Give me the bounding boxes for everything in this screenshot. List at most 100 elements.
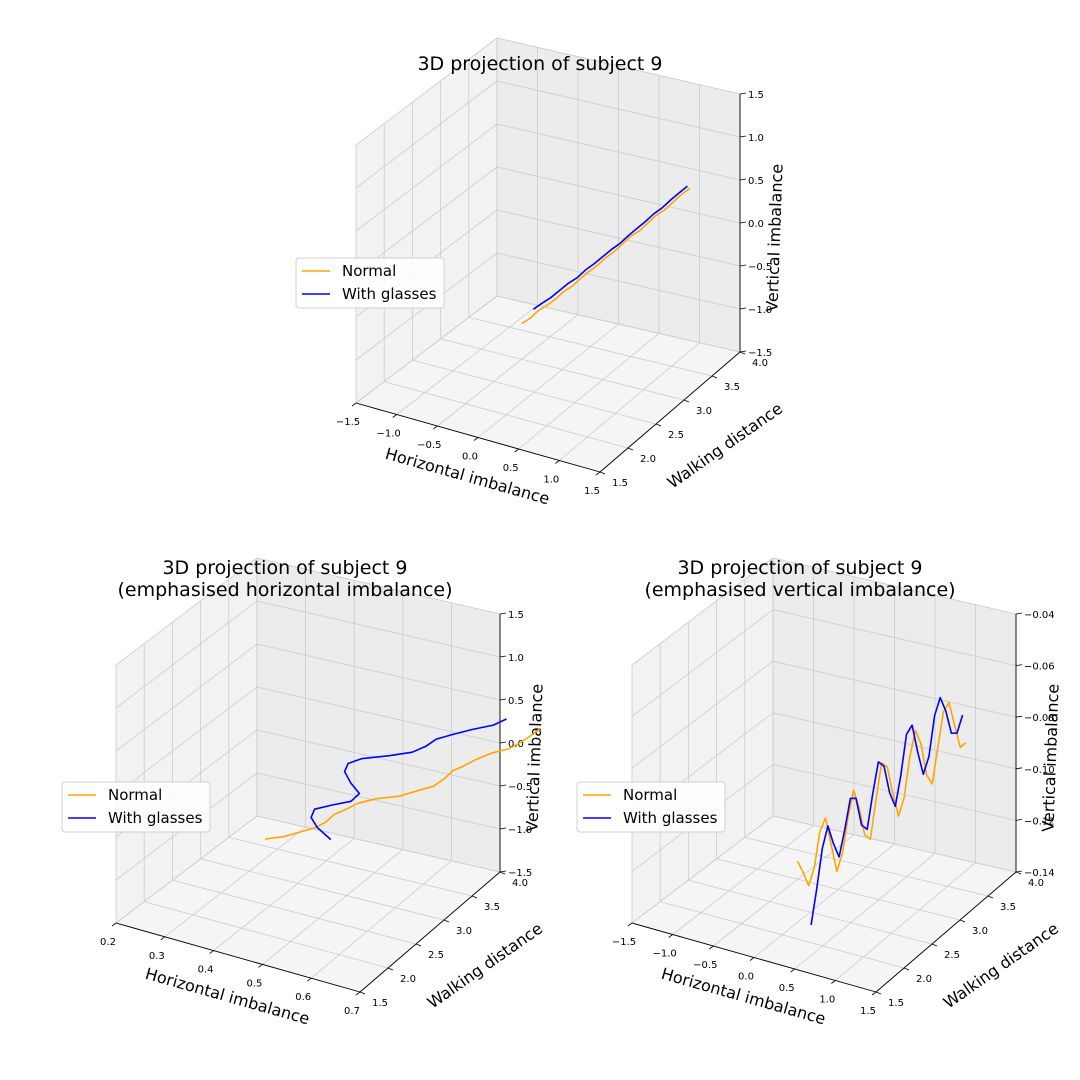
legend-label: With glasses xyxy=(108,809,203,827)
grid-y-floor xyxy=(440,338,685,401)
y-tick-label: 1.5 xyxy=(612,478,628,489)
grid-x-floor xyxy=(262,849,404,965)
x-tick-label: −1.5 xyxy=(336,417,360,428)
legend-box xyxy=(295,257,445,309)
grid-z-back xyxy=(256,815,501,873)
y-axis-label: Walking distance xyxy=(424,919,546,1013)
x-tick-label: 0.5 xyxy=(503,463,519,474)
y-tick-label: 3.5 xyxy=(724,382,740,393)
grid-x-floor xyxy=(753,843,895,958)
legend-label: Normal xyxy=(623,786,677,804)
grid-z-left xyxy=(631,609,774,717)
grid-y-floor xyxy=(172,879,417,945)
y-tick xyxy=(1015,871,1022,875)
x-tick xyxy=(831,980,836,984)
grid-z-back xyxy=(496,209,741,267)
y-tick xyxy=(415,943,422,947)
series-line-with-glasses xyxy=(532,185,688,310)
z-tick xyxy=(739,92,747,95)
y-tick-label: 3.5 xyxy=(1000,902,1016,913)
panel-3: −1.5 −1.0 −0.5 0.0 0.5 1.0 1.5 1.5 2.0 2.5 3.0 3.5 4… xyxy=(576,556,1063,1028)
grid-z-back xyxy=(772,815,1017,873)
x-tick xyxy=(749,957,755,961)
chart-title: (emphasised vertical imbalance) xyxy=(644,579,955,601)
grid-z-left xyxy=(115,557,258,666)
x-tick-label: 0.4 xyxy=(198,965,214,976)
x-tick-label: 0.3 xyxy=(149,951,165,962)
grid-y-floor xyxy=(688,879,933,945)
grid-z-back xyxy=(256,686,501,744)
grid-z-back xyxy=(772,712,1017,770)
grid-x-floor xyxy=(477,323,619,438)
grid-z-back xyxy=(772,660,1017,718)
x-tick-label: 0.0 xyxy=(738,972,754,983)
grid-z-left xyxy=(115,600,258,709)
grid-z-back xyxy=(256,557,501,615)
x-tick xyxy=(709,945,714,950)
z-tick xyxy=(499,827,507,830)
x-tick-label: 0.6 xyxy=(295,992,311,1003)
z-tick-label: −0.08 xyxy=(1024,713,1055,724)
grid-x-floor xyxy=(835,862,976,981)
grid-x-floor xyxy=(794,853,936,970)
y-tick-label: 3.5 xyxy=(484,902,500,913)
y-tick xyxy=(683,399,690,403)
grid-x-floor xyxy=(310,860,452,979)
z-tick xyxy=(739,264,747,267)
grid-z-back xyxy=(256,729,501,787)
x-tick-label: −0.5 xyxy=(693,960,717,971)
y-tick xyxy=(599,471,606,475)
grid-z-left xyxy=(355,123,498,232)
legend-label: With glasses xyxy=(623,809,718,827)
legend-label: With glasses xyxy=(342,285,437,303)
legend-box xyxy=(576,781,726,833)
grid-x-floor xyxy=(672,825,814,935)
x-tick-label: 0.0 xyxy=(462,452,478,463)
x-tick-label: 1.5 xyxy=(584,486,600,497)
grid-z-left xyxy=(355,37,498,146)
x-tick xyxy=(306,977,312,982)
z-tick xyxy=(1015,612,1023,615)
z-tick-label: −1.0 xyxy=(748,305,772,316)
x-tick xyxy=(668,934,673,938)
grid-z-left xyxy=(631,815,774,924)
grid-y-floor xyxy=(716,858,961,921)
grid-z-left xyxy=(115,686,258,795)
y-tick xyxy=(931,943,938,947)
y-axis-line xyxy=(599,351,741,473)
x-tick xyxy=(871,991,877,996)
grid-z-back xyxy=(772,764,1017,821)
z-tick-label: 1.5 xyxy=(748,90,764,101)
panel-2: 0.2 0.3 0.4 0.5 0.6 0.7 1.5 2.0 2.5 3.0 3.5 4.0−1.5… xyxy=(61,556,547,1028)
chart-title: 3D projection of subject 9 xyxy=(677,557,922,579)
series-line-with-glasses xyxy=(810,696,964,926)
grid-z-left xyxy=(355,80,498,189)
grid-y-floor xyxy=(228,837,473,897)
y-tick xyxy=(711,375,718,379)
grid-x-floor xyxy=(437,314,579,427)
z-tick xyxy=(1015,870,1023,873)
chart-title: 3D projection of subject 9 xyxy=(417,53,662,75)
grid-y-floor xyxy=(144,901,389,969)
z-tick-label: −1.5 xyxy=(508,868,532,879)
grid-y-floor xyxy=(468,317,713,377)
z-tick xyxy=(739,350,747,353)
y-tick-label: 4.0 xyxy=(1028,878,1044,889)
series-line-with-glasses xyxy=(310,718,507,841)
grid-y-floor xyxy=(200,858,445,921)
grid-z-left xyxy=(115,643,258,752)
z-tick xyxy=(499,741,507,744)
z-tick-label: −0.12 xyxy=(1024,816,1055,827)
grid-x-floor xyxy=(164,826,306,938)
x-tick-label: 1.0 xyxy=(543,475,559,486)
z-tick-label: 0.5 xyxy=(748,176,764,187)
x-tick-label: 0.5 xyxy=(779,983,795,994)
y-axis-line xyxy=(875,871,1017,993)
z-tick-label: 1.0 xyxy=(508,653,524,664)
z-tick-label: 0.0 xyxy=(748,219,764,230)
grid-y-floor xyxy=(744,837,989,897)
y-tick xyxy=(359,991,366,995)
grid-z-back xyxy=(496,252,741,310)
panel-1: −1.5 −1.0 −0.5 0.0 0.5 1.0 1.5 1.5 2.0 2.5 3.0 3.5 4… xyxy=(295,36,787,508)
y-tick-label: 4.0 xyxy=(752,358,768,369)
